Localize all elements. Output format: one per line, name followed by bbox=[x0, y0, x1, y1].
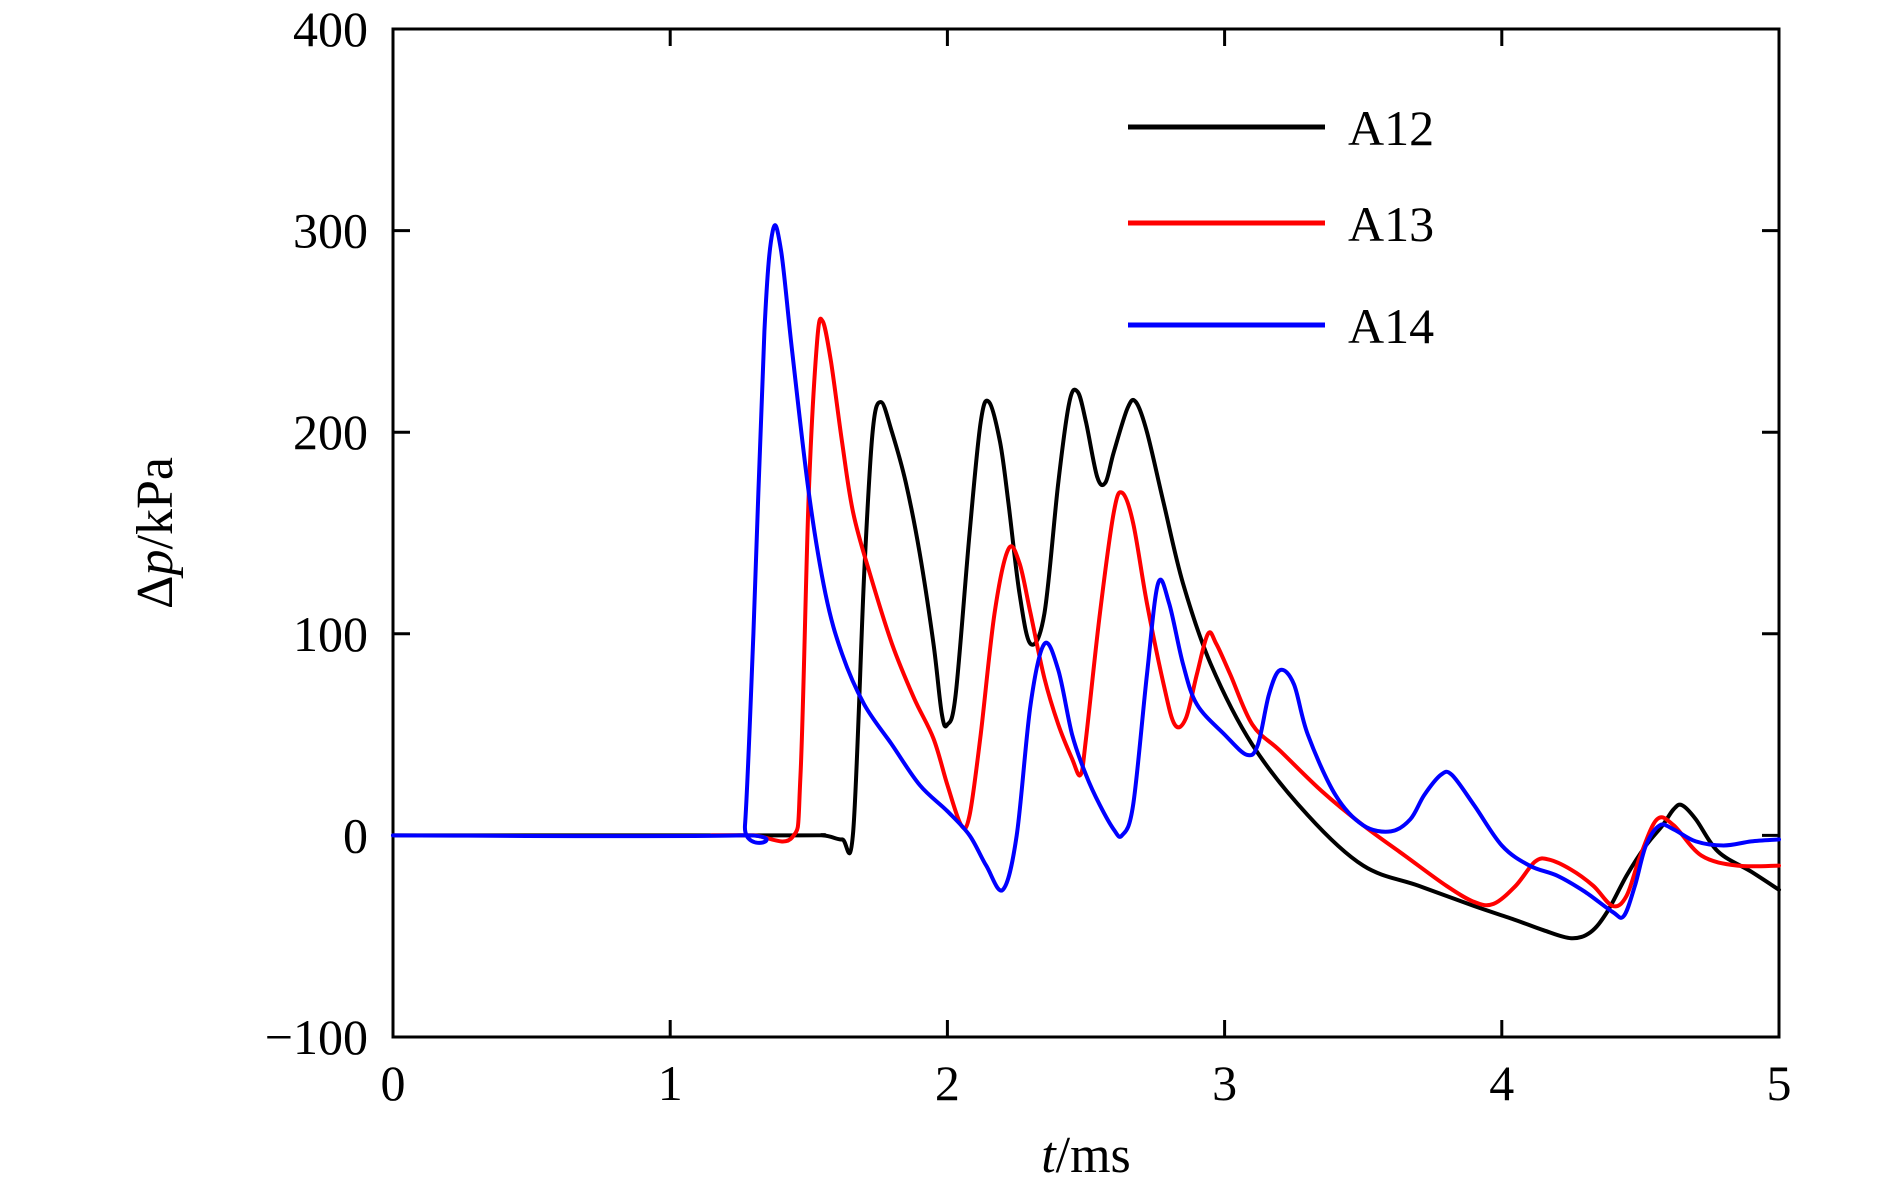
y-axis-title-prefix: Δ bbox=[127, 576, 184, 609]
x-tick-label: 2 bbox=[935, 1055, 960, 1111]
y-tick-label: 400 bbox=[293, 1, 368, 57]
x-tick-label: 5 bbox=[1767, 1055, 1792, 1111]
x-tick-label: 0 bbox=[381, 1055, 406, 1111]
axis-ticks bbox=[391, 27, 1781, 1039]
x-axis-title: t/ms bbox=[1041, 1127, 1131, 1184]
series-line-a12 bbox=[391, 387, 1781, 941]
legend: A12 A13 A14 bbox=[1128, 100, 1434, 354]
y-tick-label: 200 bbox=[293, 404, 368, 460]
x-tick-label: 3 bbox=[1212, 1055, 1237, 1111]
x-axis-title-unit: /ms bbox=[1056, 1127, 1131, 1184]
legend-label-a12: A12 bbox=[1348, 100, 1434, 156]
legend-item-a13: A13 bbox=[1128, 196, 1434, 252]
plot-area bbox=[391, 27, 1781, 1039]
y-tick-label: −100 bbox=[265, 1009, 368, 1065]
x-axis-title-variable: t bbox=[1041, 1127, 1057, 1184]
y-axis-title-unit: /kPa bbox=[127, 457, 184, 549]
legend-item-a12: A12 bbox=[1128, 100, 1434, 156]
x-tick-label: 1 bbox=[658, 1055, 683, 1111]
y-axis-title-variable: p bbox=[127, 550, 184, 580]
legend-label-a14: A14 bbox=[1348, 298, 1434, 354]
x-tick-label: 4 bbox=[1489, 1055, 1514, 1111]
y-tick-label: 0 bbox=[343, 807, 368, 863]
series-group bbox=[391, 223, 1781, 941]
legend-label-a13: A13 bbox=[1348, 196, 1434, 252]
legend-item-a14: A14 bbox=[1128, 298, 1434, 354]
y-tick-label: 100 bbox=[293, 606, 368, 662]
series-line-a14 bbox=[391, 223, 1781, 920]
y-axis-title: Δp/kPa bbox=[127, 457, 184, 609]
y-tick-label: 300 bbox=[293, 203, 368, 259]
series-line-a13 bbox=[709, 316, 1781, 909]
